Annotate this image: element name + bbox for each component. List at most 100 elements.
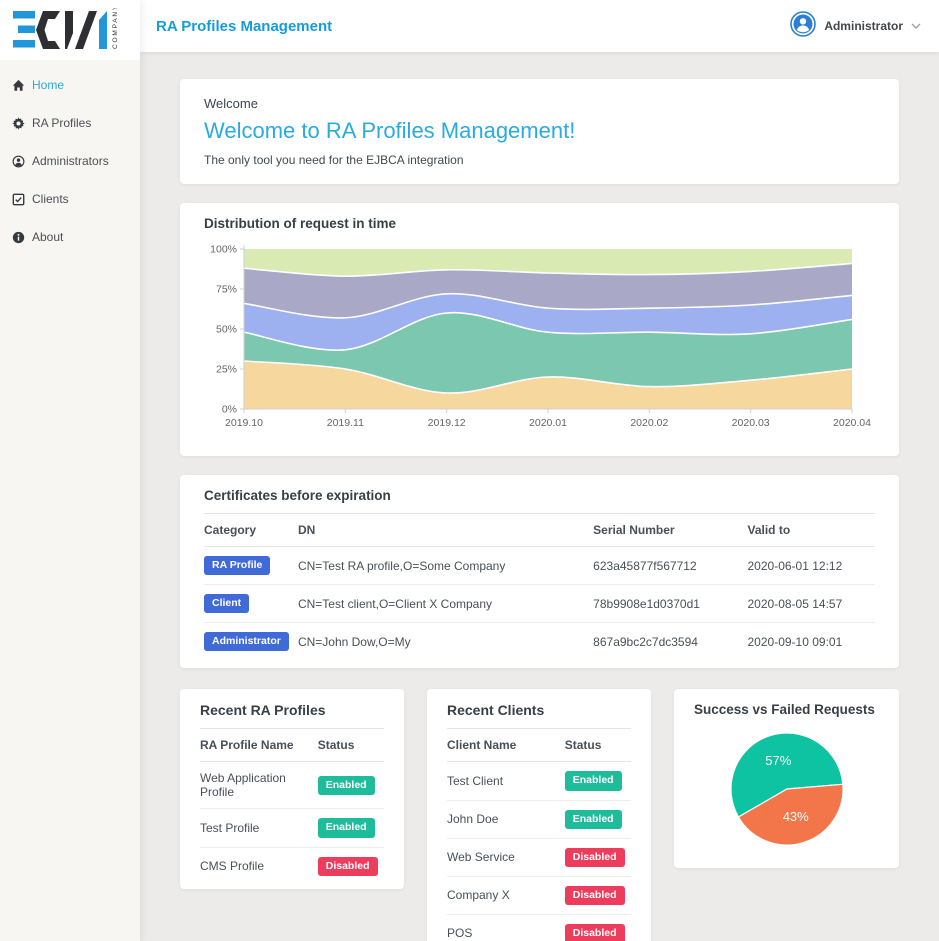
recent-ra-profiles-card: Recent RA Profiles RA Profile Name Status…: [180, 689, 404, 889]
x-axis-label: 2019.11: [327, 417, 364, 429]
table-row: Company X Disabled: [447, 876, 631, 915]
success-failed-pie-chart: 57% 43%: [729, 732, 844, 846]
status-cell: Disabled: [564, 914, 631, 941]
recent-clients-table: Client Name Status Test Client Enabled John …: [447, 729, 631, 941]
certificates-title: Certificates before expiration: [204, 488, 875, 514]
column-header-client-name: Client Name: [447, 729, 565, 763]
logo[interactable]: COMPANY: [0, 0, 140, 60]
category-badge: RA Profile: [204, 556, 271, 576]
status-badge: Disabled: [317, 856, 378, 876]
area-band-1: [244, 361, 852, 409]
sidebar-item-ra-profiles[interactable]: RA Profiles: [12, 115, 140, 131]
column-header-ra-profile-name: RA Profile Name: [200, 729, 318, 763]
table-row: Administrator CN=John Dow,O=My 867a9bc2c7d…: [204, 623, 875, 661]
category-cell: RA Profile: [204, 546, 298, 586]
y-axis-label: 0%: [222, 404, 237, 416]
pie-slice-1: [729, 732, 843, 819]
name-cell: CMS Profile: [200, 859, 265, 874]
status-cell: Enabled: [564, 761, 631, 801]
column-header-category: Category: [204, 514, 298, 547]
band-separator: [243, 262, 853, 278]
user-menu-dropdown[interactable]: Administrator: [790, 10, 923, 42]
sidebar-item-about[interactable]: About: [12, 229, 140, 245]
check-square-icon: [12, 193, 25, 206]
sidebar-item-administrators[interactable]: Administrators: [12, 153, 140, 169]
recent-clients-title: Recent Clients: [447, 702, 631, 730]
dn-cell: CN=John Dow,O=My: [297, 634, 411, 649]
certificates-card: Certificates before expiration Category D…: [180, 475, 899, 669]
content: Welcome Welcome to RA Profiles Managemen…: [140, 52, 939, 941]
success-failed-title: Success vs Failed Requests: [694, 702, 875, 718]
table-header-row: Client Name Status: [447, 729, 631, 763]
sidebar-item-clients[interactable]: Clients: [12, 191, 140, 207]
category-cell: Administrator: [204, 623, 298, 661]
status-badge: Enabled: [564, 809, 622, 829]
sidebar-item-label: About: [32, 230, 64, 244]
table-row: POS Disabled: [447, 914, 631, 941]
pie-slice-2: [737, 784, 844, 846]
sidebar-item-home[interactable]: Home: [12, 77, 140, 93]
serial-cell: 867a9bc2c7dc3594: [593, 634, 698, 649]
valid-to-cell: 2020-06-01 12:12: [747, 546, 875, 586]
column-header-status: Status: [317, 729, 384, 763]
table-row: Test Client Enabled: [447, 761, 631, 801]
serial-cell: 78b9908e1d0370d1: [593, 584, 748, 624]
gear-icon: [12, 116, 25, 130]
logo-company-label: COMPANY: [112, 8, 119, 49]
recent-ra-profiles-title: Recent RA Profiles: [200, 702, 384, 730]
welcome-card: Welcome Welcome to RA Profiles Managemen…: [180, 79, 899, 184]
x-axis-label: 2020.01: [529, 417, 567, 429]
recent-ra-profiles-table: RA Profile Name Status Web Application Pro…: [200, 729, 384, 884]
pie-slice-label: 43%: [782, 809, 808, 824]
recent-clients-card: Recent Clients Client Name Status Test Cli…: [427, 689, 651, 941]
area-band-4: [244, 263, 852, 318]
welcome-kicker: Welcome: [204, 96, 258, 111]
column-header-dn: DN: [297, 514, 594, 547]
table-row: Test Profile Enabled: [200, 808, 384, 848]
status-badge: Enabled: [317, 775, 375, 795]
bottom-cards-row: Recent RA Profiles RA Profile Name Status…: [180, 689, 899, 941]
table-row: CMS Profile Disabled: [200, 847, 384, 885]
distribution-chart: 0% 25% 50% 75% 100% 2019.10 2019.11 2019.12 2020…: [204, 241, 875, 442]
sidebar-item-label: Clients: [32, 192, 69, 206]
area-band-5: [244, 249, 852, 277]
chevron-down-icon: [911, 17, 921, 35]
name-cell: Web Application Profile: [200, 761, 318, 810]
band-separator: [243, 292, 853, 319]
column-header-status: Status: [564, 729, 631, 763]
status-cell: Disabled: [564, 838, 631, 877]
dn-cell: CN=Test client,O=Client X Company: [297, 584, 594, 624]
main-area: RA Profiles Management Administrator: [140, 0, 939, 941]
column-header-serial-number: Serial Number: [593, 514, 748, 547]
name-cell: Web Service: [447, 838, 565, 877]
valid-to-cell: 2020-08-05 14:57: [747, 584, 875, 624]
sidebar-item-label: Administrators: [32, 154, 109, 168]
category-cell: Client: [204, 584, 298, 624]
distribution-area-chart: 0% 25% 50% 75% 100% 2019.10 2019.11 2019.12 2020…: [210, 244, 871, 430]
status-cell: Disabled: [564, 876, 631, 915]
user-circle-icon: [12, 155, 25, 168]
status-cell: Disabled: [317, 847, 384, 885]
success-failed-chart: 57% 43%: [694, 726, 879, 852]
x-axis-label: 2020.04: [833, 417, 871, 429]
table-row: Web Service Disabled: [447, 838, 631, 877]
category-badge: Client: [204, 594, 250, 614]
name-cell: Test Profile: [200, 808, 318, 848]
sidebar-item-label: RA Profiles: [32, 116, 92, 130]
welcome-title: Welcome to RA Profiles Management!: [204, 118, 576, 143]
status-badge: Disabled: [564, 885, 625, 905]
serial-cell: 623a45877f567712: [593, 546, 748, 586]
area-band-2: [244, 312, 852, 394]
status-badge: Enabled: [317, 818, 375, 838]
y-axis-label: 25%: [216, 364, 237, 376]
name-cell: Test Client: [447, 761, 565, 801]
user-name: Administrator: [824, 19, 903, 33]
welcome-subtitle: The only tool you need for the EJBCA int…: [204, 153, 464, 167]
distribution-card: Distribution of request in time 0% 25% 50%…: [180, 203, 899, 456]
valid-to-cell: 2020-09-10 09:01: [747, 634, 843, 649]
sidebar: COMPANY Home RA Profiles Administrators Cli…: [0, 0, 140, 941]
x-axis-label: 2019.10: [225, 417, 263, 429]
user-avatar-icon: [790, 10, 817, 42]
certificates-table: Category DN Serial Number Valid to RA Profil…: [204, 514, 875, 660]
status-badge: Disabled: [564, 847, 625, 867]
